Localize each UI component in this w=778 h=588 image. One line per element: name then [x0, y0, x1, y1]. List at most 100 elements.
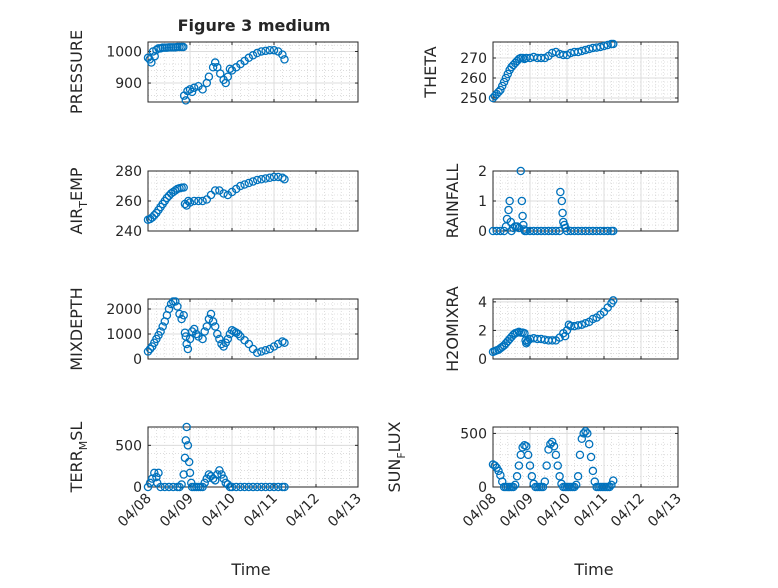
data-point: [588, 314, 598, 324]
data-point: [213, 470, 222, 479]
panel-top-left: 900 1000 PRESSURE: [67, 30, 359, 114]
data-point: [512, 472, 522, 481]
data-point: [150, 210, 159, 220]
data-point: [573, 47, 583, 57]
data-point: [204, 314, 214, 324]
data-point: [501, 73, 511, 83]
x-tick-label: 04/08: [460, 491, 500, 531]
data-point: [573, 472, 583, 481]
data-point: [215, 69, 225, 78]
data-point: [206, 309, 216, 319]
data-point: [244, 339, 254, 349]
data-point: [244, 53, 254, 63]
data-point: [219, 189, 228, 198]
data-point: [553, 461, 563, 470]
y-tick-label: 1000: [106, 44, 142, 60]
data-point: [261, 46, 270, 56]
data-point: [596, 42, 605, 52]
data-point: [202, 474, 212, 483]
data-point: [175, 482, 184, 492]
data-point: [549, 442, 559, 451]
data-point: [202, 322, 212, 331]
data-point: [154, 468, 163, 478]
data-point: [152, 472, 161, 482]
data-point: [184, 196, 193, 206]
data-point: [208, 317, 218, 326]
data-point: [609, 476, 618, 485]
data-point: [189, 196, 199, 206]
data-point: [557, 196, 567, 206]
data-point: [559, 50, 568, 60]
data-point: [504, 205, 513, 215]
y-tick-label: 240: [115, 224, 142, 240]
x-tick-label: 04/11: [241, 491, 281, 531]
data-point: [540, 477, 550, 486]
y-tick-label: 0: [133, 352, 142, 368]
data-point: [518, 443, 527, 452]
data-point: [183, 344, 193, 354]
data-point: [551, 226, 561, 236]
data-point: [206, 190, 216, 200]
data-point: [573, 321, 583, 330]
data-point: [496, 226, 505, 236]
y-tick-label: 0: [478, 224, 487, 240]
data-point: [558, 208, 567, 218]
data-point: [248, 51, 258, 60]
data-point: [278, 50, 287, 59]
data-point: [215, 334, 224, 344]
data-point: [584, 439, 594, 449]
data-point: [215, 466, 224, 475]
data-point: [248, 177, 258, 186]
data-point: [581, 427, 590, 436]
data-point: [147, 58, 156, 67]
y-tick-label: 1: [478, 194, 487, 210]
axes-box: [492, 41, 679, 103]
data-point: [605, 482, 614, 492]
data-point: [217, 470, 226, 479]
data-point: [234, 329, 243, 339]
data-point: [496, 85, 505, 95]
data-point: [252, 48, 262, 58]
y-axis-label: AIRTEMP: [67, 167, 90, 234]
x-tick-label: 04/09: [497, 491, 537, 531]
data-point: [280, 174, 289, 184]
data-point: [523, 450, 533, 460]
data-point: [603, 226, 612, 236]
data-point: [204, 72, 214, 81]
x-tick-label: 04/10: [534, 491, 574, 531]
data-point: [236, 181, 245, 191]
axes-box: [147, 298, 359, 360]
data-point: [547, 336, 557, 345]
data-point: [577, 46, 587, 56]
y-axis-label: PRESSURE: [67, 30, 86, 114]
data-point: [581, 319, 590, 328]
data-point: [168, 482, 178, 492]
axes-box: [147, 426, 359, 488]
data-point: [181, 96, 191, 105]
data-point: [269, 172, 279, 182]
y-axis-label: TERRMSL: [67, 422, 90, 494]
data-point: [551, 450, 561, 460]
data-point: [160, 482, 170, 492]
data-point: [261, 174, 270, 183]
y-tick-label: 4: [478, 295, 487, 311]
x-tick-label: 04/09: [157, 491, 197, 531]
data-point: [514, 461, 524, 470]
data-point: [244, 482, 254, 492]
data-point: [198, 482, 207, 492]
data-point: [189, 83, 199, 93]
data-point: [497, 81, 507, 91]
data-point: [510, 480, 520, 490]
data-point: [599, 41, 609, 51]
data-point: [198, 85, 207, 94]
data-point: [252, 482, 262, 492]
x-tick-label: 04/10: [199, 491, 239, 531]
data-point: [213, 329, 222, 339]
data-point: [494, 466, 503, 476]
data-point: [577, 320, 587, 329]
x-tick-label: 04/13: [325, 491, 365, 531]
data-point: [547, 437, 557, 447]
y-tick-label: 2: [478, 164, 487, 180]
y-axis-label: THETA: [421, 46, 440, 98]
